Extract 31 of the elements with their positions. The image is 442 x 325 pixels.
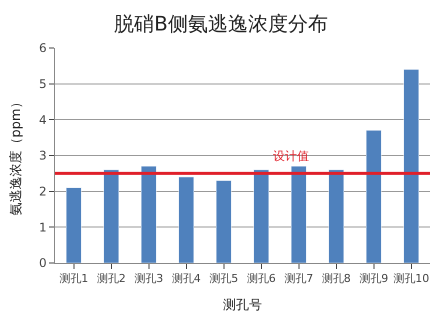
x-tick-label: 测孔6 bbox=[246, 272, 276, 286]
x-axis-title: 测孔号 bbox=[223, 298, 262, 313]
bar bbox=[141, 166, 156, 263]
bar bbox=[366, 130, 382, 263]
x-tick-label: 测孔1 bbox=[59, 272, 88, 286]
bar bbox=[104, 170, 119, 263]
bar bbox=[328, 170, 344, 263]
chart-title: 脱硝B侧氨逃逸浓度分布 bbox=[114, 11, 328, 36]
bar bbox=[291, 166, 306, 263]
bar bbox=[178, 176, 194, 263]
ref-line-label: 设计值 bbox=[273, 149, 309, 163]
bar bbox=[254, 170, 269, 263]
bar bbox=[404, 69, 419, 263]
y-tick-label: 3 bbox=[38, 148, 47, 163]
x-tick-label: 测孔3 bbox=[134, 272, 164, 286]
x-tick-label: 测孔5 bbox=[209, 272, 238, 286]
x-tick-label: 测孔7 bbox=[284, 272, 314, 286]
bar bbox=[216, 180, 232, 263]
y-tick-label: 0 bbox=[38, 256, 47, 270]
x-tick-label: 测孔4 bbox=[172, 272, 201, 286]
y-tick-label: 4 bbox=[38, 112, 47, 127]
y-axis-title: 氨逃逸浓度（ppm） bbox=[8, 95, 24, 216]
y-tick-label: 2 bbox=[38, 184, 47, 199]
x-tick-label: 测孔10 bbox=[393, 272, 430, 286]
x-tick-label: 测孔2 bbox=[96, 272, 126, 286]
y-tick-label: 6 bbox=[38, 41, 47, 56]
x-tick-label: 测孔8 bbox=[322, 272, 351, 286]
y-tick-label: 5 bbox=[38, 77, 47, 92]
bar bbox=[66, 188, 82, 263]
x-tick-label: 测孔9 bbox=[359, 272, 388, 286]
y-tick-label: 1 bbox=[38, 220, 47, 234]
